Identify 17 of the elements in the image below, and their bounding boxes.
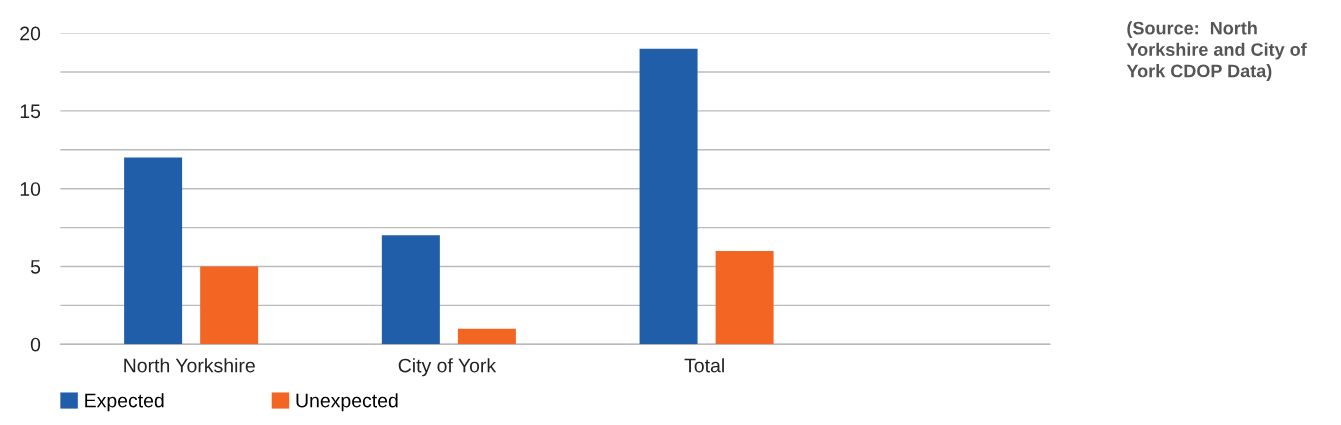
bar bbox=[639, 48, 698, 345]
legend-label: Unexpected bbox=[296, 393, 398, 412]
bar bbox=[381, 235, 440, 345]
y-tick-label: 5 bbox=[30, 260, 41, 274]
y-tick-label: 10 bbox=[20, 182, 41, 196]
x-tick-label: City of York bbox=[398, 358, 497, 377]
text: (Source: North Yorkshire and City of York CDOP Data) bbox=[1126, 21, 1307, 81]
bar bbox=[715, 250, 774, 345]
bar bbox=[124, 157, 183, 345]
bar bbox=[200, 266, 259, 345]
legend-label: Expected bbox=[85, 393, 164, 412]
y-tick-label: 20 bbox=[20, 26, 41, 41]
y-tick-label: 0 bbox=[30, 337, 41, 352]
bar bbox=[457, 328, 516, 345]
y-tick-label: 15 bbox=[20, 104, 41, 119]
x-tick-label: Total bbox=[684, 358, 724, 373]
x-tick-label: North Yorkshire bbox=[124, 358, 255, 373]
